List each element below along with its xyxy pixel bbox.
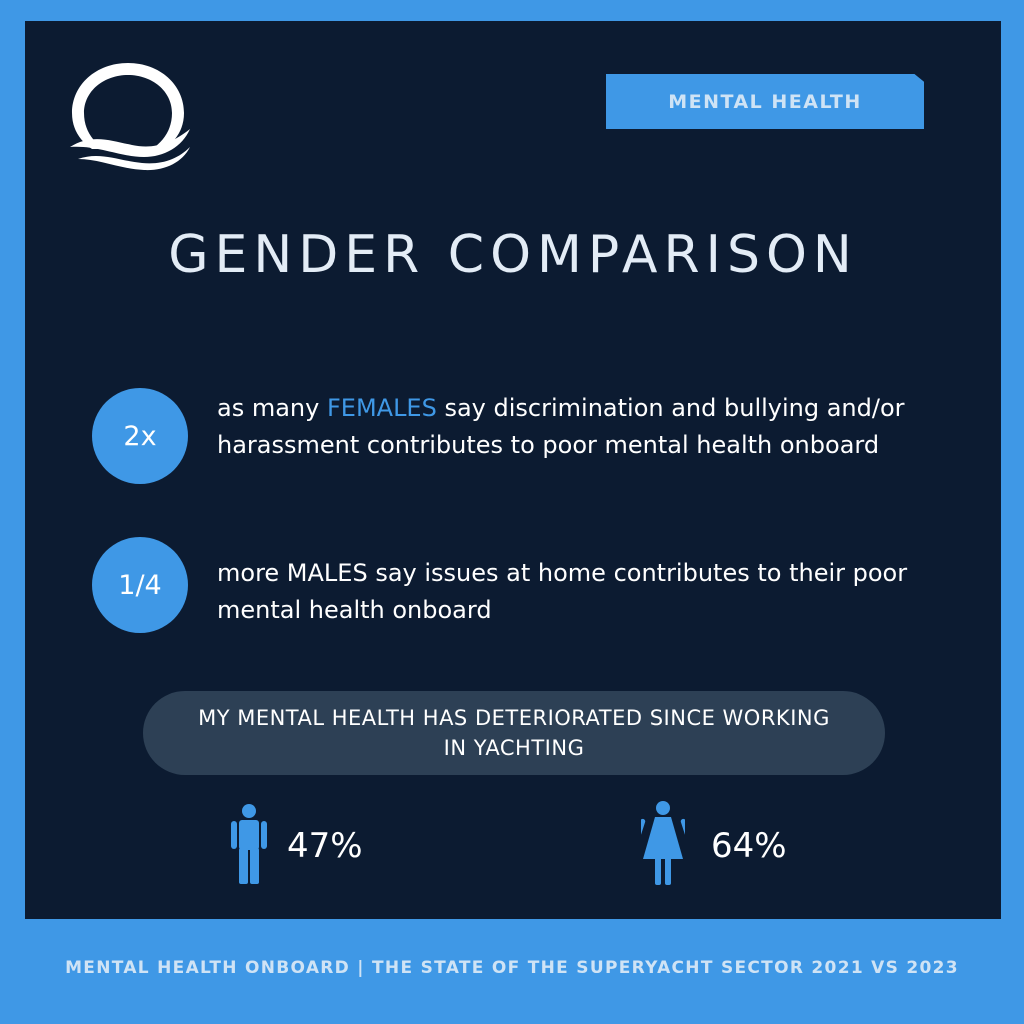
male-person-icon xyxy=(231,804,267,884)
stat-text-post: say discrimination and bullying and/or h… xyxy=(217,394,905,459)
male-percent: 47% xyxy=(287,826,363,866)
deterioration-heading: MY MENTAL HEALTH HAS DETERIORATED SINCE … xyxy=(143,691,885,775)
female-person-icon xyxy=(641,801,685,885)
stat-text-females: as many FEMALES say discrimination and b… xyxy=(217,390,937,464)
category-tag: MENTAL HEALTH xyxy=(606,74,924,129)
female-percent: 64% xyxy=(711,826,787,866)
stat-text-males: more MALES say issues at home contribute… xyxy=(217,559,908,624)
stat-text-pre: as many xyxy=(217,394,327,422)
females-highlight: FEMALES xyxy=(326,394,437,422)
stat-badge-males: 1/4 xyxy=(92,537,188,633)
page-title: GENDER COMPARISON xyxy=(168,225,858,285)
footer-caption: MENTAL HEALTH ONBOARD | THE STATE OF THE… xyxy=(65,958,959,978)
deterioration-heading-text: MY MENTAL HEALTH HAS DETERIORATED SINCE … xyxy=(198,706,830,760)
content-panel: MENTAL HEALTH GENDER COMPARISON 2x as ma… xyxy=(25,21,1001,919)
q-wave-logo-icon xyxy=(70,63,190,171)
stat-badge-females: 2x xyxy=(92,388,188,484)
